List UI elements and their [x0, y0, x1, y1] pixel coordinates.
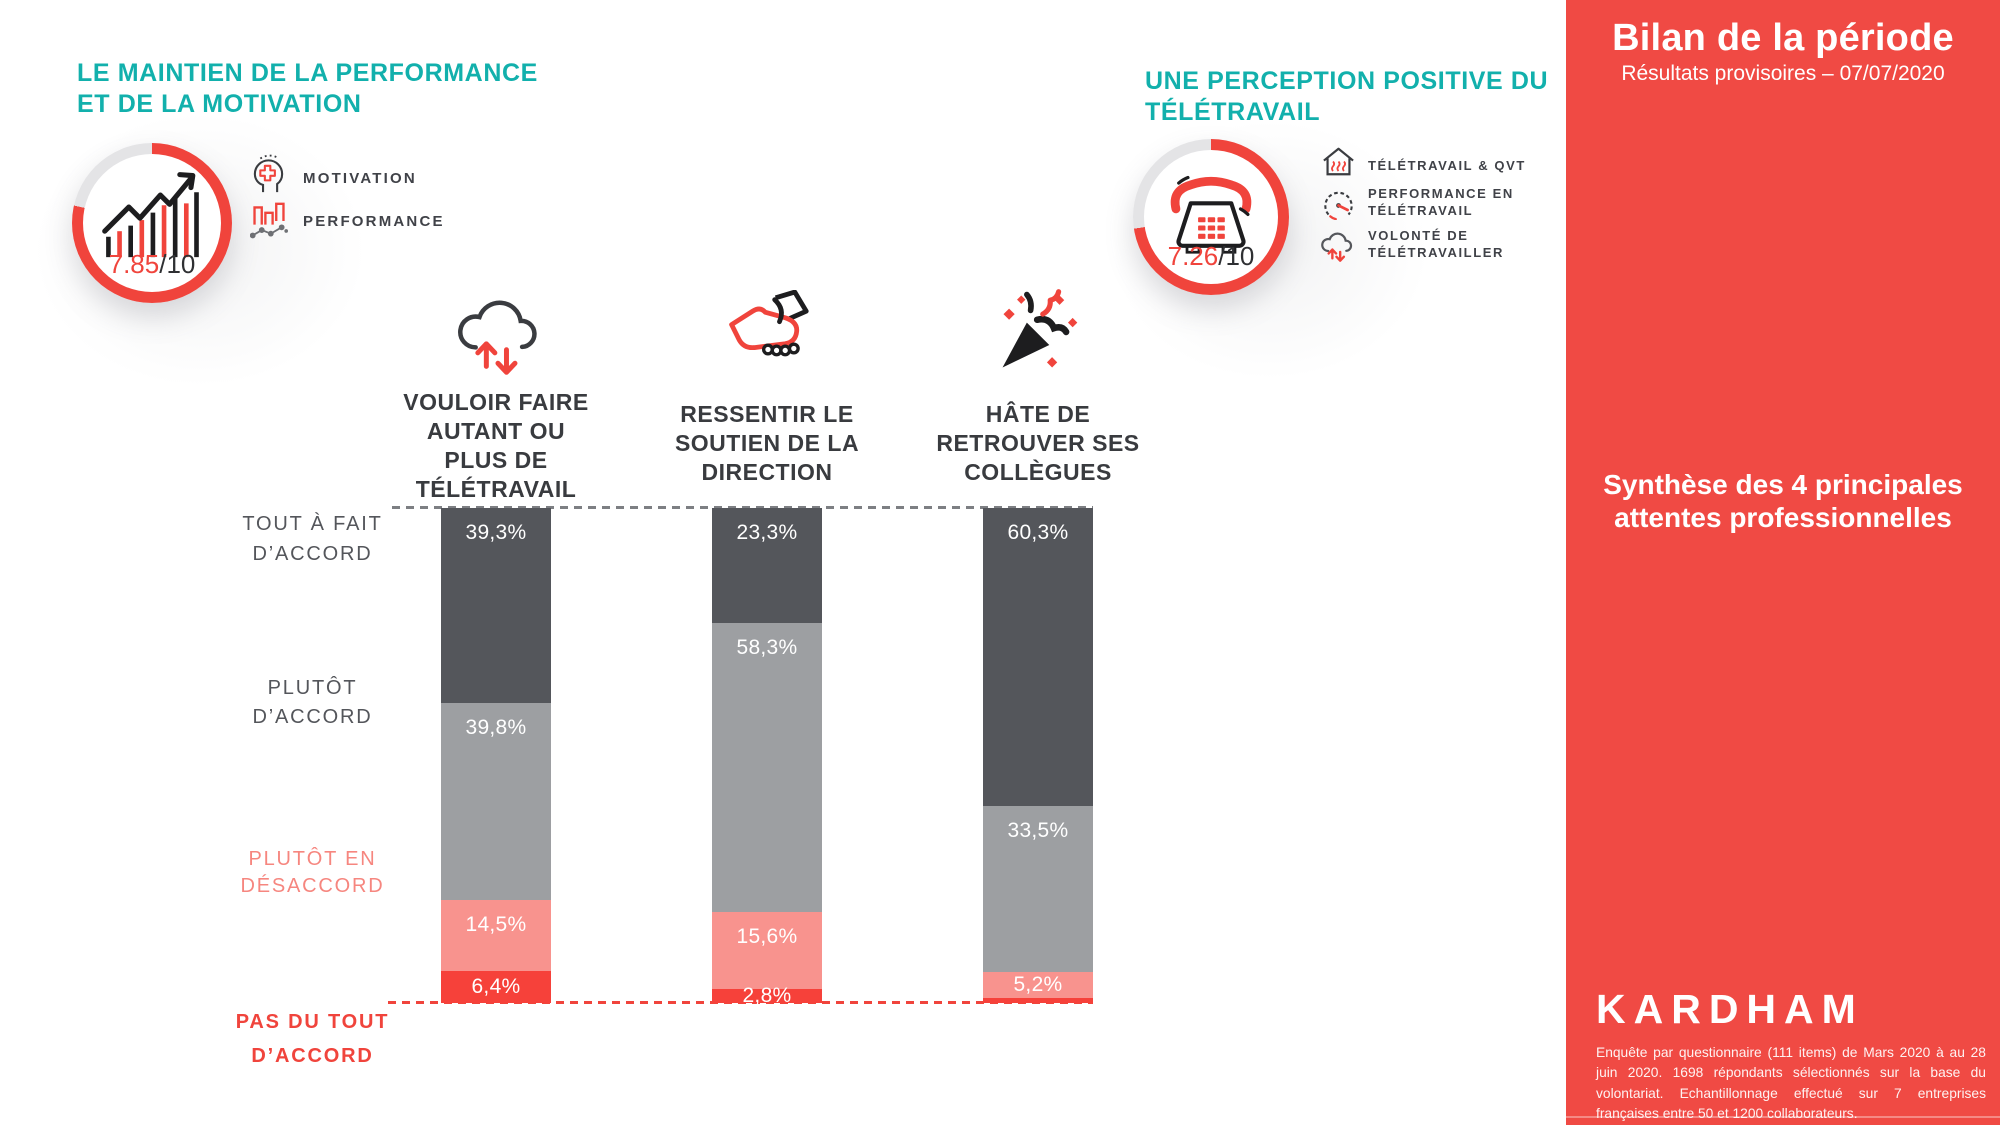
bar-segment-label: 39,3%	[465, 521, 527, 544]
bar-segment-label: 58,3%	[736, 636, 798, 660]
right-title-line1: UNE PERCEPTION POSITIVE DU	[1145, 67, 1549, 95]
gauge-score: 7.26/10	[1144, 241, 1278, 272]
category-header-teletravail: VOULOIR FAIRE AUTANT OU PLUS DE TÉLÉTRAVAIL	[371, 388, 621, 504]
category-header-soutien: RESSENTIR LE SOUTIEN DE LA DIRECTION	[642, 400, 892, 487]
bar-segment: 58,3%	[712, 623, 822, 912]
head-plus-icon	[251, 154, 286, 199]
sidebar-title: Bilan de la période	[1612, 17, 1954, 59]
motivation-label: MOTIVATION	[303, 170, 417, 187]
row-label: PAS DU TOUT D’ACCORD	[205, 1005, 420, 1073]
row-label: PLUTÔT D’ACCORD	[205, 674, 420, 732]
gauge-face: 7.85/10	[83, 154, 221, 292]
row-label-line: DÉSACCORD	[240, 875, 385, 897]
right-title-line2: TÉLÉTRAVAIL	[1145, 98, 1321, 126]
bar-segment-label: 60,3%	[1007, 521, 1069, 544]
telephone-icon	[1163, 172, 1259, 260]
speedometer-icon	[1322, 190, 1355, 225]
score-denominator: /10	[159, 249, 196, 279]
right-section-title: UNE PERCEPTION POSITIVE DU TÉLÉTRAVAIL	[1145, 66, 1548, 128]
volonte-teletravailler-label: VOLONTÉ DE TÉLÉTRAVAILLER	[1368, 228, 1504, 262]
bar-segment: 39,8%	[441, 702, 551, 900]
synthesis-line2: attentes professionnelles	[1614, 502, 1952, 533]
bar-segment-label: 33,5%	[1007, 819, 1069, 843]
kardham-logo: KARDHAM	[1596, 986, 1864, 1032]
sidebar-subtitle: Résultats provisoires – 07/07/2020	[1621, 62, 1945, 85]
legend-line: VOLONTÉ DE	[1368, 228, 1469, 243]
category-header-line: SOUTIEN DE LA	[674, 430, 860, 456]
bar-segment-label: 5,2%	[1013, 973, 1063, 997]
bar-segment-label: 14,5%	[465, 912, 527, 936]
category-header-line: PLUS DE	[444, 447, 548, 473]
bar-segment: 5,2%	[983, 972, 1093, 999]
cloud-updown-icon	[452, 288, 542, 381]
left-section-title: LE MAINTIEN DE LA PERFORMANCE ET DE LA M…	[77, 58, 538, 120]
bar-segment-label: 2,8%	[742, 984, 792, 1008]
score-value: 7.26	[1167, 241, 1219, 271]
row-label: PLUTÔT EN DÉSACCORD	[205, 846, 420, 900]
performance-bars-icon	[249, 201, 288, 246]
bar-segment	[983, 998, 1093, 1003]
gauge-score: 7.85/10	[83, 249, 221, 280]
row-label: TOUT À FAIT D’ACCORD	[205, 509, 420, 569]
bar-segment: 60,3%	[983, 508, 1093, 807]
performance-label: PERFORMANCE	[303, 213, 445, 230]
party-popper-icon	[996, 288, 1082, 379]
score-value: 7.85	[108, 249, 160, 279]
row-label-line: PLUTÔT EN	[248, 848, 377, 870]
house-heat-icon	[1322, 146, 1355, 182]
row-label-line: D’ACCORD	[251, 1045, 374, 1067]
left-title-line2: ET DE LA MOTIVATION	[77, 90, 362, 118]
performance-motivation-gauge: 7.85/10	[72, 143, 232, 303]
row-label-line: TOUT À FAIT	[242, 513, 383, 535]
score-denominator: /10	[1218, 241, 1255, 271]
performance-teletravail-label: PERFORMANCE EN TÉLÉTRAVAIL	[1368, 186, 1514, 220]
row-label-line: D’ACCORD	[252, 706, 373, 728]
cloud-arrows-icon	[1319, 228, 1354, 267]
category-header-line: TÉLÉTRAVAIL	[415, 476, 577, 502]
legend-line: PERFORMANCE EN	[1368, 186, 1514, 201]
bar-segment: 23,3%	[712, 508, 822, 624]
category-header-line: COLLÈGUES	[964, 459, 1112, 485]
row-label-line: PLUTÔT	[267, 677, 358, 699]
teletravail-qvt-label: TÉLÉTRAVAIL & QVT	[1368, 158, 1526, 175]
sidebar-bottom-divider	[1566, 1116, 2000, 1118]
bar-segment: 2,8%	[712, 984, 822, 1007]
bar-segment-label: 23,3%	[736, 521, 798, 544]
top-dashed-line	[392, 506, 1093, 509]
bar-segment: 33,5%	[983, 806, 1093, 973]
category-header-line: DIRECTION	[701, 459, 833, 485]
growth-chart-icon	[101, 170, 203, 264]
handshake-icon	[722, 289, 812, 368]
legend-line: TÉLÉTRAVAILLER	[1368, 244, 1505, 260]
category-header-line: VOULOIR FAIRE	[403, 389, 589, 415]
gauge-face: 7.26/10	[1144, 150, 1278, 284]
survey-footnote: Enquête par questionnaire (111 items) de…	[1596, 1045, 1986, 1121]
teletravail-gauge: 7.26/10	[1133, 139, 1289, 295]
category-header-collegues: HÂTE DE RETROUVER SES COLLÈGUES	[913, 400, 1163, 487]
row-label-line: D’ACCORD	[252, 543, 373, 565]
bar-segment: 39,3%	[441, 508, 551, 703]
bar-segment-label: 39,8%	[465, 715, 527, 739]
bar-segment-label: 6,4%	[471, 975, 521, 999]
category-header-line: HÂTE DE	[985, 401, 1091, 427]
bar-segment: 6,4%	[441, 971, 551, 1003]
row-label-line: PAS DU TOUT	[235, 1011, 390, 1033]
bar-segment-label: 15,6%	[736, 924, 798, 948]
category-header-line: AUTANT OU	[426, 418, 566, 444]
sidebar: Bilan de la période Résultats provisoire…	[1566, 0, 2000, 1125]
bar-segment: 14,5%	[441, 899, 551, 972]
legend-line: TÉLÉTRAVAIL & QVT	[1368, 158, 1526, 173]
category-header-line: RESSENTIR LE	[680, 401, 854, 427]
category-header-line: RETROUVER SES	[936, 430, 1140, 456]
synthesis-line1: Synthèse des 4 principales	[1603, 469, 1963, 500]
bar-segment: 15,6%	[712, 911, 822, 990]
legend-line: TÉLÉTRAVAIL	[1368, 202, 1474, 218]
left-title-line1: LE MAINTIEN DE LA PERFORMANCE	[77, 59, 538, 87]
sidebar-synthesis: Synthèse des 4 principales attentes prof…	[1566, 468, 2000, 534]
